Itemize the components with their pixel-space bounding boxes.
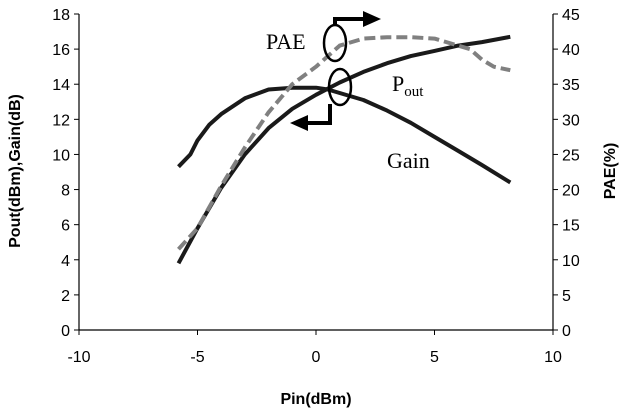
- y2-tick-label: 15: [562, 218, 580, 235]
- y-tick-label: 10: [52, 147, 70, 164]
- annotation-pout-sub: out: [404, 84, 424, 100]
- pae-right-arrow-head: [363, 11, 381, 27]
- y2-tick-label: 20: [562, 183, 580, 200]
- pout-left-arrow-head: [290, 115, 308, 131]
- ticks: -10 -5 0 5 100246810121416180510152025303540…: [52, 7, 580, 366]
- annotation-pout: Pout: [392, 71, 424, 100]
- y2-tick-label: 35: [562, 77, 580, 94]
- y-tick-label: 4: [61, 253, 70, 270]
- y-tick-label: 8: [61, 183, 70, 200]
- y-tick-label: 12: [52, 112, 70, 129]
- y2-tick-label: 5: [562, 288, 571, 305]
- annotation-gain: Gain: [387, 148, 430, 173]
- annotation-pout-main: P: [392, 71, 404, 96]
- pout-ellipse-marker: [327, 67, 353, 107]
- y-tick-label: 0: [61, 323, 70, 340]
- x-tick-label: -10: [67, 349, 90, 366]
- y2-tick-label: 25: [562, 147, 580, 164]
- pae-right-arrow-shaft: [333, 17, 365, 25]
- series-layer: [176, 34, 512, 265]
- annotation-pae: PAE: [266, 29, 306, 54]
- y2-tick-label: 10: [562, 253, 580, 270]
- series-line-2: [177, 85, 512, 185]
- y2-tick-label: 40: [562, 42, 580, 59]
- pout-left-arrow-shaft: [306, 104, 332, 125]
- series-line-3: [177, 35, 511, 251]
- x-tick-label: 10: [544, 349, 562, 366]
- y2-tick-label: 30: [562, 112, 580, 129]
- y-tick-label: 18: [52, 7, 70, 24]
- x-tick-label: -5: [190, 349, 204, 366]
- y-tick-label: 6: [61, 218, 70, 235]
- x-tick-label: 0: [312, 349, 321, 366]
- y2-axis-title: PAE(%): [602, 143, 619, 200]
- y-tick-label: 16: [52, 42, 70, 59]
- annotations: PAE Pout Gain: [266, 11, 430, 173]
- y-axis-title: Pout(dBm),Gain(dB): [7, 94, 24, 248]
- y-tick-label: 14: [52, 77, 70, 94]
- y2-tick-label: 0: [562, 323, 571, 340]
- x-tick-label: 5: [430, 349, 439, 366]
- y2-tick-label: 45: [562, 7, 580, 24]
- axes: [78, 14, 554, 331]
- y-tick-label: 2: [61, 288, 70, 305]
- x-axis-title: Pin(dBm): [280, 391, 351, 408]
